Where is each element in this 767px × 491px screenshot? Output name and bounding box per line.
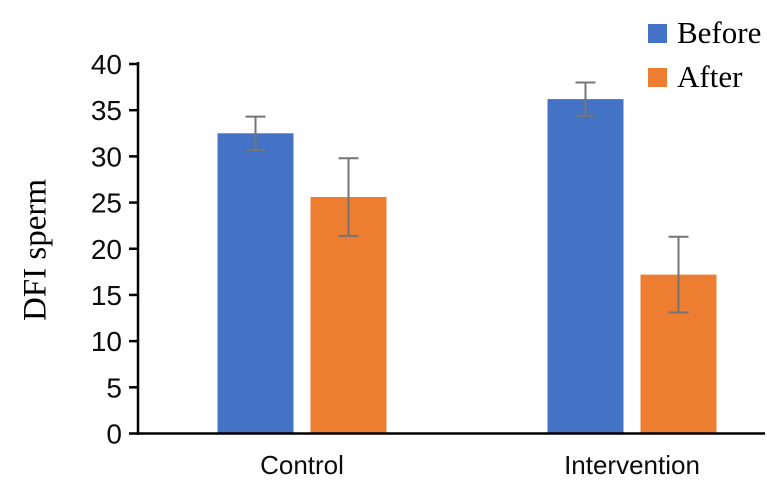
legend-item-before: Before (648, 14, 761, 52)
y-axis-tick-label-40: 40 (91, 49, 122, 80)
legend-label-before: Before (677, 15, 762, 50)
error-bar-intervention-after (668, 235, 689, 314)
legend-swatch-after-icon (648, 67, 667, 87)
x-category-label-intervention: Intervention (564, 450, 700, 480)
y-axis-tick-label-25: 25 (91, 188, 122, 219)
y-axis-tick-label-10: 10 (91, 326, 122, 357)
y-axis-tick-label-20: 20 (91, 234, 122, 265)
error-bar-intervention-before (575, 81, 596, 117)
y-axis-tick-label-35: 35 (91, 95, 122, 126)
y-axis-tick-label-15: 15 (91, 280, 122, 311)
bar-control-before (217, 133, 294, 434)
error-bar-control-before (245, 115, 266, 151)
y-axis-tick-label-5: 5 (106, 372, 122, 403)
x-category-label-control: Control (260, 450, 344, 480)
y-axis-title: DFI sperm (17, 178, 54, 322)
y-axis-tick-label-0: 0 (106, 419, 122, 450)
legend-label-after: After (677, 59, 743, 94)
bar-intervention-before (547, 99, 624, 434)
legend-item-after: After (648, 58, 742, 96)
error-bar-control-after (338, 157, 359, 237)
y-axis-tick-label-30: 30 (91, 141, 122, 172)
legend-swatch-before-icon (648, 23, 667, 43)
